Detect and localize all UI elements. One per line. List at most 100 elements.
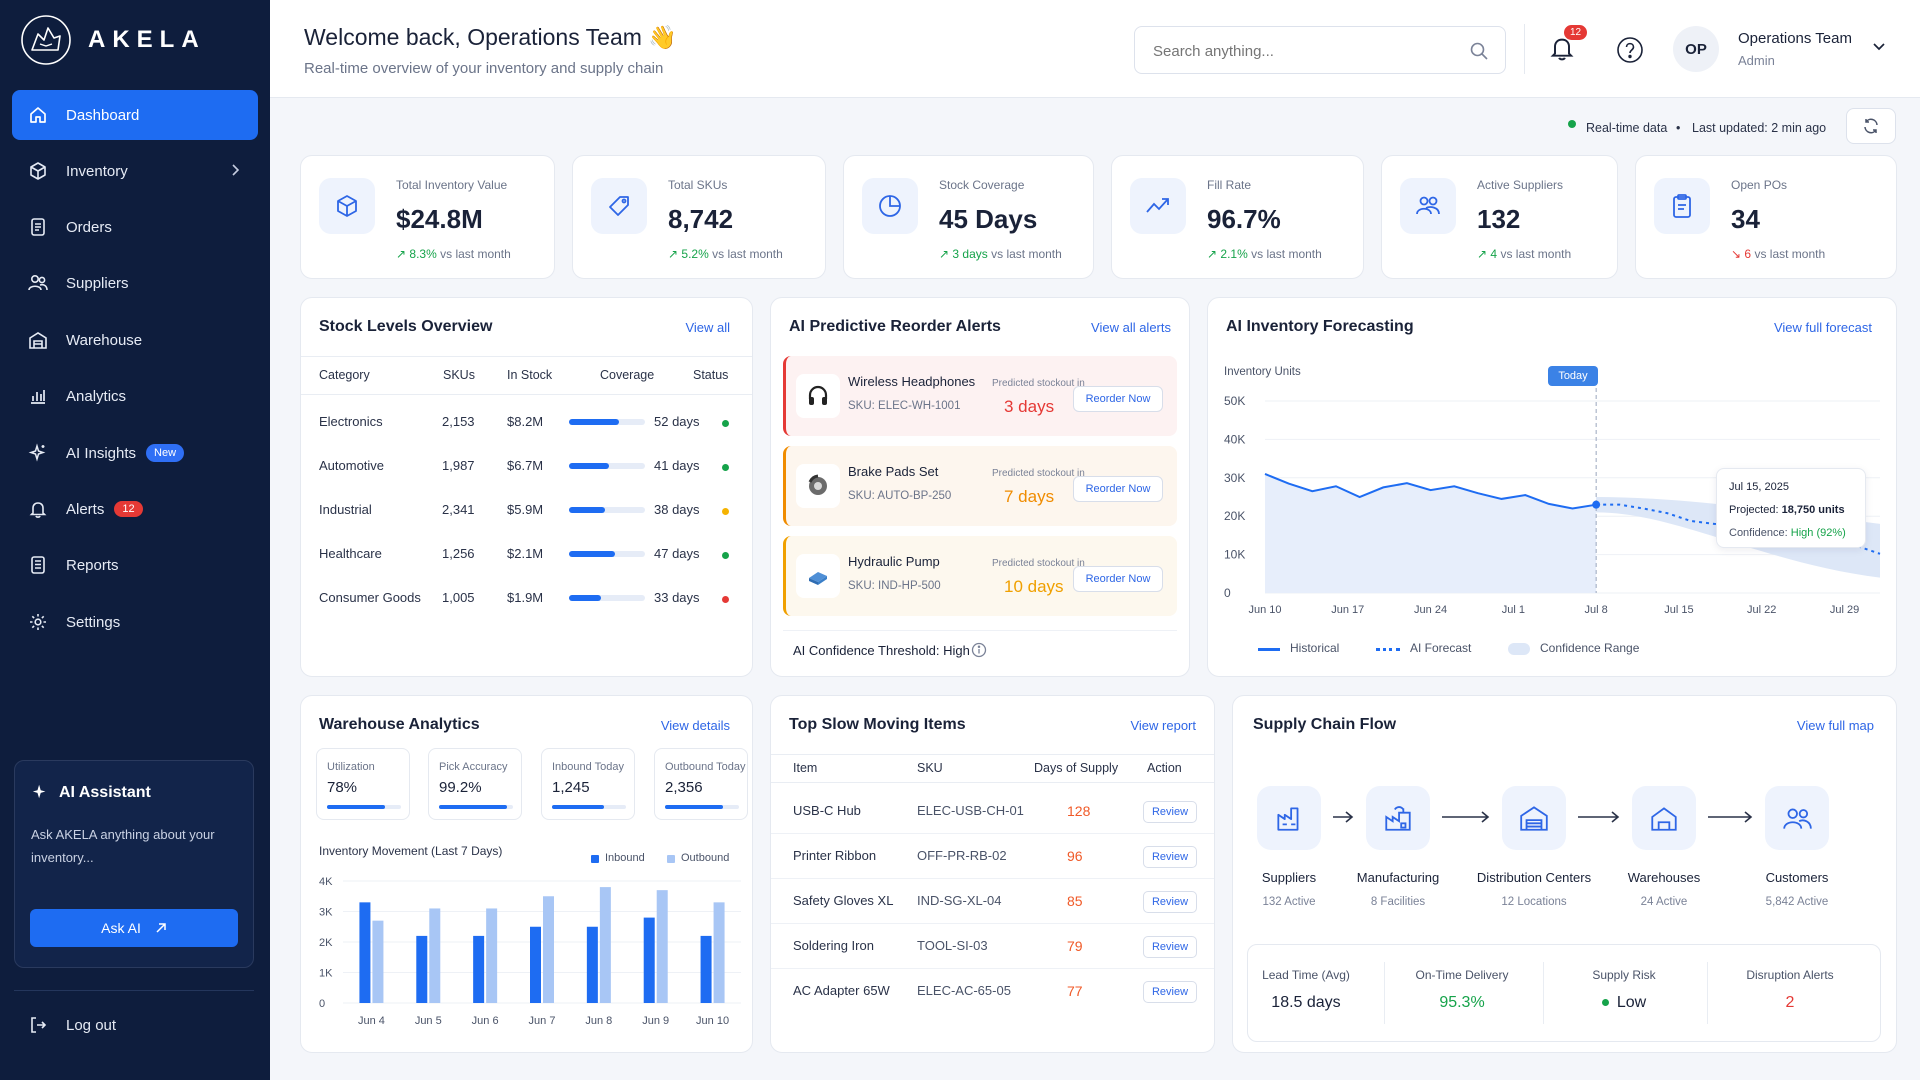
- flow-node-sub: 5,842 Active: [1765, 896, 1829, 908]
- x-tick-label: Jun 8: [585, 1015, 612, 1027]
- reorder-alert[interactable]: Brake Pads Set SKU: AUTO-BP-250 Predicted …: [783, 446, 1177, 526]
- table-row[interactable]: Electronics 2,153 $8.2M 52 days: [301, 404, 752, 444]
- distribution-icon[interactable]: [1502, 786, 1566, 850]
- kpi-card[interactable]: Stock Coverage 45 Days ↗ 3 days vs last mo…: [843, 155, 1094, 279]
- nav-orders[interactable]: Orders: [12, 202, 258, 252]
- reorder-alert[interactable]: Wireless Headphones SKU: ELEC-WH-1001 Pred…: [783, 356, 1177, 436]
- flow-node-name: Customers: [1765, 870, 1829, 885]
- search-box[interactable]: [1134, 26, 1506, 74]
- nav-inventory[interactable]: Inventory: [12, 146, 258, 196]
- review-button[interactable]: Review: [1143, 891, 1197, 913]
- sku-cell: TOOL-SI-03: [917, 938, 988, 953]
- metric-value: 78%: [327, 779, 358, 796]
- factory-icon[interactable]: [1257, 786, 1321, 850]
- divider: [771, 754, 1214, 755]
- ask-ai-button[interactable]: Ask AI: [30, 909, 238, 947]
- review-button[interactable]: Review: [1143, 981, 1197, 1003]
- customers-icon[interactable]: [1765, 786, 1829, 850]
- alert-item-sku: SKU: AUTO-BP-250: [848, 490, 952, 502]
- card-title: AI Inventory Forecasting: [1226, 318, 1414, 335]
- review-button[interactable]: Review: [1143, 801, 1197, 823]
- table-row[interactable]: Automotive 1,987 $6.7M 41 days: [301, 448, 752, 488]
- reorder-alert[interactable]: Hydraulic Pump SKU: IND-HP-500 Predicted s…: [783, 536, 1177, 616]
- chevron-down-icon[interactable]: [1872, 42, 1886, 52]
- kpi-card[interactable]: Total Inventory Value $24.8M ↗ 8.3% vs las…: [300, 155, 555, 279]
- table-row[interactable]: Soldering Iron TOOL-SI-03 79 Review: [771, 925, 1214, 969]
- kpi-card[interactable]: Fill Rate 96.7% ↗ 2.1% vs last month: [1111, 155, 1364, 279]
- reorder-now-button[interactable]: Reorder Now: [1073, 566, 1163, 592]
- kpi-delta-note: vs last month: [1754, 247, 1826, 261]
- kpi-label: Total SKUs: [668, 178, 728, 192]
- kpi-card[interactable]: Active Suppliers 132 ↗ 4 vs last month: [1381, 155, 1618, 279]
- outbound-bar: [372, 920, 384, 1003]
- view-full-map-link[interactable]: View full map: [1796, 718, 1874, 733]
- review-button[interactable]: Review: [1143, 846, 1197, 868]
- sku-cell: IND-SG-XL-04: [917, 893, 1002, 908]
- logout-label: Log out: [66, 1016, 117, 1034]
- skus-cell: 1,256: [442, 546, 475, 561]
- manufacturing-icon[interactable]: [1366, 786, 1430, 850]
- table-row[interactable]: Safety Gloves XL IND-SG-XL-04 85 Review: [771, 880, 1214, 924]
- card-title: Supply Chain Flow: [1253, 716, 1397, 733]
- nav-alerts[interactable]: Alerts 12: [12, 484, 258, 534]
- metric-bar-fill: [552, 805, 604, 809]
- nav-label: Inventory: [66, 162, 128, 180]
- table-row[interactable]: Industrial 2,341 $5.9M 38 days: [301, 492, 752, 532]
- notifications-button[interactable]: 12: [1548, 25, 1588, 64]
- akela-logo-icon: [20, 14, 72, 66]
- supply-stat-label: Supply Risk: [1592, 968, 1656, 982]
- gear-icon: [26, 610, 50, 634]
- coverage-bar: [569, 419, 645, 425]
- skus-cell: 2,341: [442, 502, 475, 517]
- logout-button[interactable]: Log out: [12, 1000, 258, 1050]
- kpi-delta: ↘ 6 vs last month: [1731, 247, 1825, 261]
- warehouse-icon[interactable]: [1632, 786, 1696, 850]
- card-title: Warehouse Analytics: [319, 716, 480, 733]
- view-details-link[interactable]: View details: [660, 718, 730, 733]
- metric-bar: [665, 805, 739, 809]
- nav-suppliers[interactable]: Suppliers: [12, 258, 258, 308]
- y-tick-label: 2K: [319, 937, 333, 949]
- nav-dashboard[interactable]: Dashboard: [12, 90, 258, 140]
- table-row[interactable]: USB-C Hub ELEC-USB-CH-01 128 Review: [771, 790, 1214, 834]
- review-button[interactable]: Review: [1143, 936, 1197, 958]
- sku-cell: ELEC-USB-CH-01: [917, 803, 1024, 818]
- coverage-cell: 33 days: [654, 590, 700, 605]
- search-input[interactable]: [1153, 39, 1453, 63]
- status-dot: [722, 596, 729, 603]
- nav-warehouse[interactable]: Warehouse: [12, 315, 258, 365]
- reorder-now-button[interactable]: Reorder Now: [1073, 386, 1163, 412]
- kpi-delta-note: vs last month: [1500, 247, 1572, 261]
- refresh-button[interactable]: [1846, 108, 1896, 144]
- reorder-now-button[interactable]: Reorder Now: [1073, 476, 1163, 502]
- x-tick-label: Jul 22: [1747, 604, 1776, 616]
- info-icon[interactable]: [971, 642, 987, 658]
- kpi-card[interactable]: Open POs 34 ↘ 6 vs last month: [1635, 155, 1897, 279]
- nav-reports[interactable]: Reports: [12, 540, 258, 590]
- sku-cell: OFF-PR-RB-02: [917, 848, 1007, 863]
- nav-analytics[interactable]: Analytics: [12, 371, 258, 421]
- view-all-alerts-link[interactable]: View all alerts: [1091, 320, 1171, 335]
- kpi-card[interactable]: Total SKUs 8,742 ↗ 5.2% vs last month: [572, 155, 826, 279]
- divider: [1707, 962, 1708, 1024]
- tooltip-confidence-value: High (92%): [1790, 527, 1846, 539]
- view-report-link[interactable]: View report: [1130, 718, 1196, 733]
- search-icon[interactable]: [1469, 41, 1489, 61]
- in-stock-cell: $5.9M: [507, 502, 544, 517]
- table-row[interactable]: Healthcare 1,256 $2.1M 47 days: [301, 536, 752, 576]
- avatar[interactable]: OP: [1673, 26, 1719, 72]
- item-cell: Printer Ribbon: [793, 848, 877, 863]
- arrow-right-icon: [1578, 810, 1620, 824]
- chevron-right-icon: [230, 163, 240, 177]
- table-row[interactable]: AC Adapter 65W ELEC-AC-65-05 77 Review: [771, 970, 1214, 1014]
- view-all-link[interactable]: View all: [685, 320, 730, 335]
- table-row[interactable]: Printer Ribbon OFF-PR-RB-02 96 Review: [771, 835, 1214, 879]
- bell-icon: [1548, 34, 1578, 62]
- nav-settings[interactable]: Settings: [12, 597, 258, 647]
- help-icon[interactable]: [1616, 36, 1644, 64]
- inbound-bar: [359, 902, 371, 1003]
- nav-ai-insights[interactable]: AI Insights New: [12, 428, 258, 478]
- table-row[interactable]: Consumer Goods 1,005 $1.9M 33 days: [301, 580, 752, 620]
- view-full-forecast-link[interactable]: View full forecast: [1773, 320, 1872, 335]
- kpi-delta-value: 5.2%: [681, 247, 709, 261]
